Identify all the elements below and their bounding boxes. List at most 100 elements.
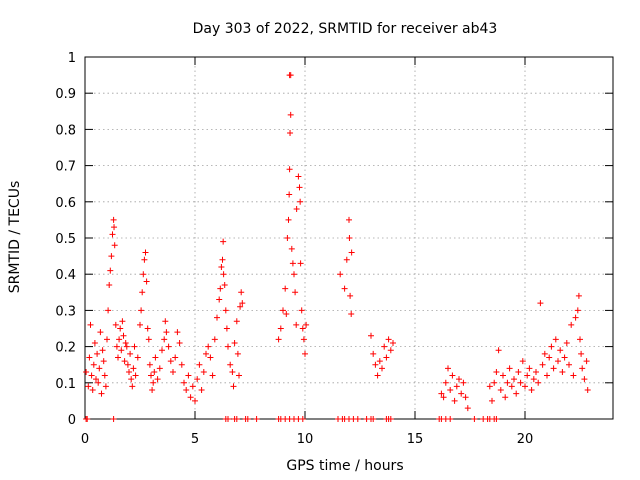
data-point	[122, 339, 129, 346]
data-point	[200, 368, 207, 375]
data-point	[110, 416, 117, 422]
data-point	[303, 321, 310, 328]
data-point	[387, 347, 394, 354]
data-point	[302, 350, 308, 357]
data-point	[559, 368, 566, 375]
data-point	[95, 379, 102, 386]
data-point	[86, 354, 93, 361]
data-point	[533, 368, 539, 375]
data-point	[111, 242, 118, 249]
data-point	[97, 329, 104, 336]
data-point	[127, 350, 134, 357]
x-tick-label: 20	[517, 432, 534, 447]
data-point	[219, 256, 226, 263]
data-point	[225, 343, 231, 350]
y-axis-title: SRMTID / TECUs	[7, 181, 23, 294]
data-point	[220, 271, 227, 278]
data-point	[284, 235, 291, 241]
data-point	[282, 285, 289, 292]
data-point	[491, 379, 498, 386]
data-point	[368, 332, 374, 339]
data-point	[550, 365, 557, 372]
y-tick-label: 0.1	[55, 377, 76, 392]
data-point	[343, 256, 350, 263]
data-point	[341, 285, 348, 292]
data-point	[502, 394, 509, 401]
data-point	[347, 292, 354, 299]
data-point	[218, 263, 225, 270]
data-point	[539, 361, 546, 368]
data-point	[287, 111, 294, 118]
data-point	[497, 387, 504, 394]
data-point	[203, 350, 209, 357]
data-point	[110, 216, 117, 223]
data-point	[109, 231, 116, 238]
data-point	[287, 130, 294, 137]
data-point	[513, 390, 520, 397]
data-point	[104, 336, 110, 343]
grid	[85, 57, 613, 419]
data-point	[94, 350, 101, 357]
data-point	[292, 289, 299, 296]
data-point	[493, 368, 500, 375]
data-point	[346, 235, 353, 241]
data-point	[561, 354, 568, 361]
data-point	[91, 339, 98, 346]
data-point	[233, 416, 240, 422]
data-point	[458, 390, 465, 397]
data-point	[236, 372, 242, 379]
y-tick-label: 0.8	[55, 123, 76, 138]
y-tick-label: 0.5	[55, 232, 76, 247]
data-point	[568, 321, 575, 328]
data-point	[500, 372, 506, 379]
data-point	[205, 343, 212, 350]
data-point	[555, 358, 561, 365]
data-point	[337, 271, 344, 278]
data-point	[239, 300, 246, 307]
y-tick-label: 1	[68, 51, 76, 66]
y-tick-label: 0.6	[55, 196, 76, 211]
data-point	[154, 376, 161, 383]
data-point	[300, 336, 307, 343]
data-point	[253, 416, 260, 422]
x-tick-label: 15	[407, 432, 424, 447]
data-point	[291, 271, 297, 278]
data-point	[293, 321, 300, 328]
data-point	[293, 206, 300, 213]
data-point	[119, 318, 126, 325]
data-point	[117, 325, 124, 332]
data-point	[192, 397, 198, 404]
data-point	[385, 336, 392, 343]
data-point	[508, 383, 515, 390]
y-tick-label: 0.9	[55, 87, 76, 102]
data-point	[131, 343, 138, 350]
data-point	[152, 354, 159, 361]
data-point	[515, 368, 522, 375]
data-point	[298, 307, 305, 314]
data-point	[379, 365, 385, 372]
data-point	[370, 350, 377, 357]
data-point	[447, 387, 454, 394]
x-tick-label: 10	[297, 432, 314, 447]
data-point	[464, 405, 471, 412]
data-point	[207, 354, 214, 361]
axis-ticks: 00.10.20.30.40.50.60.70.80.910 5 10 15 20	[55, 51, 613, 447]
data-point	[578, 350, 585, 357]
data-point	[354, 416, 361, 422]
data-point	[237, 303, 244, 310]
data-point	[579, 365, 586, 372]
data-point	[129, 383, 136, 390]
data-point	[524, 372, 531, 379]
data-point	[370, 416, 377, 422]
data-point	[552, 336, 559, 343]
data-point	[87, 321, 94, 328]
data-point	[124, 361, 131, 368]
data-markers	[83, 72, 591, 422]
data-point	[227, 361, 234, 368]
data-point	[230, 383, 237, 390]
data-point	[222, 307, 229, 314]
data-point	[130, 365, 137, 372]
data-point	[376, 358, 383, 365]
data-point	[280, 307, 286, 314]
